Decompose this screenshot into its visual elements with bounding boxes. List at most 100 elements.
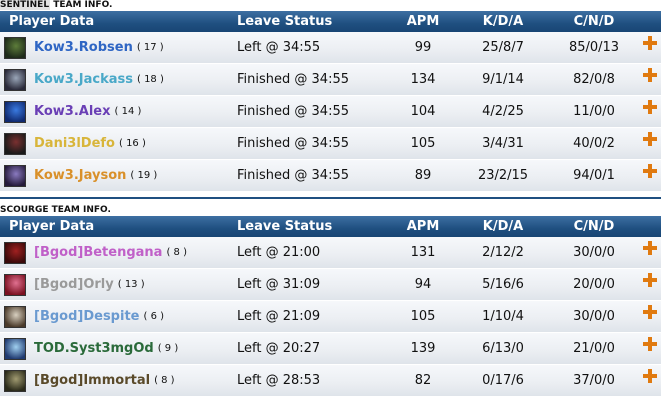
player-name[interactable]: [Bgod]Immortal <box>34 373 151 388</box>
scourge-table-header: Player Data Leave Status APM K/D/A C/N/D <box>0 216 661 237</box>
leave-status: Left @ 21:00 <box>237 245 321 260</box>
apm-value: 82 <box>414 373 432 388</box>
player-row: [Bgod]Betengana( 8 ) Left @ 21:00 131 2/12/… <box>0 237 661 269</box>
player-level: ( 14 ) <box>114 106 142 117</box>
header-kda: K/D/A <box>482 14 524 29</box>
leave-status: Left @ 34:55 <box>237 40 321 55</box>
kda-value: 4/2/25 <box>482 104 524 119</box>
player-row: Dani3lDefo( 16 ) Finished @ 34:55 105 3/4/3… <box>0 128 661 160</box>
plus-icon[interactable] <box>642 368 657 383</box>
hero-portrait-icon <box>4 273 26 296</box>
player-cell: Kow3.Jayson( 19 ) <box>0 164 231 187</box>
player-cell: TOD.Syst3mgOd( 9 ) <box>0 337 231 360</box>
player-name[interactable]: [Bgod]Despite <box>34 309 140 324</box>
player-name[interactable]: Dani3lDefo <box>34 136 115 151</box>
plus-icon[interactable] <box>642 336 657 351</box>
apm-value: 131 <box>410 245 436 260</box>
leave-status: Finished @ 34:55 <box>237 104 349 119</box>
player-name[interactable]: [Bgod]Betengana <box>34 245 163 260</box>
player-name[interactable]: Kow3.Jackass <box>34 72 133 87</box>
hero-portrait-icon <box>4 337 26 360</box>
plus-icon[interactable] <box>642 131 657 146</box>
player-level: ( 18 ) <box>136 74 164 85</box>
player-cell: [Bgod]Betengana( 8 ) <box>0 241 231 264</box>
hero-portrait-icon <box>4 241 26 264</box>
header-cnd: C/N/D <box>573 219 615 234</box>
player-row: [Bgod]Orly( 13 ) Left @ 31:09 94 5/16/6 20/0… <box>0 269 661 301</box>
player-row: [Bgod]Despite( 6 ) Left @ 21:09 105 1/10/4 3… <box>0 301 661 333</box>
player-row: Kow3.Jayson( 19 ) Finished @ 34:55 89 23/2/… <box>0 160 661 192</box>
player-level: ( 8 ) <box>166 247 187 258</box>
apm-value: 89 <box>414 168 432 183</box>
apm-value: 105 <box>410 136 436 151</box>
player-level: ( 8 ) <box>154 375 175 386</box>
player-name[interactable]: Kow3.Jayson <box>34 168 127 183</box>
cnd-value: 85/0/13 <box>568 40 620 55</box>
kda-value: 2/12/2 <box>482 245 524 260</box>
hero-portrait-icon <box>4 305 26 328</box>
player-name[interactable]: TOD.Syst3mgOd <box>34 341 154 356</box>
player-level: ( 16 ) <box>118 138 146 149</box>
apm-value: 105 <box>410 309 436 324</box>
cnd-value: 11/0/0 <box>573 104 615 119</box>
leave-status: Finished @ 34:55 <box>237 168 349 183</box>
player-name[interactable]: Kow3.Robsen <box>34 40 133 55</box>
kda-value: 23/2/15 <box>477 168 529 183</box>
kda-value: 0/17/6 <box>482 373 524 388</box>
cnd-value: 94/0/1 <box>573 168 615 183</box>
player-cell: Kow3.Robsen( 17 ) <box>0 36 231 59</box>
leave-status: Finished @ 34:55 <box>237 136 349 151</box>
hero-portrait-icon <box>4 36 26 59</box>
header-cnd: C/N/D <box>573 14 615 29</box>
sentinel-title-highlight: SENTINEL <box>0 0 51 10</box>
kda-value: 3/4/31 <box>482 136 524 151</box>
sentinel-title-suffix: TEAM INFO. <box>50 0 113 10</box>
apm-value: 94 <box>414 277 432 292</box>
plus-icon[interactable] <box>642 67 657 82</box>
plus-icon[interactable] <box>642 163 657 178</box>
player-level: ( 6 ) <box>143 311 165 322</box>
cnd-value: 30/0/0 <box>573 309 615 324</box>
plus-icon[interactable] <box>642 35 657 50</box>
player-row: Kow3.Jackass( 18 ) Finished @ 34:55 134 9/1… <box>0 64 661 96</box>
header-player-data: Player Data <box>9 219 95 234</box>
player-level: ( 17 ) <box>136 42 164 53</box>
hero-portrait-icon <box>4 132 26 155</box>
header-kda: K/D/A <box>482 219 524 234</box>
player-row: TOD.Syst3mgOd( 9 ) Left @ 20:27 139 6/13/0 2… <box>0 333 661 365</box>
apm-value: 134 <box>410 72 436 87</box>
hero-portrait-icon <box>4 164 26 187</box>
player-cell: [Bgod]Orly( 13 ) <box>0 273 231 296</box>
hero-portrait-icon <box>4 100 26 123</box>
cnd-value: 20/0/0 <box>573 277 615 292</box>
sentinel-player-list: Kow3.Robsen( 17 ) Left @ 34:55 99 25/8/7 85/… <box>0 32 661 192</box>
sentinel-team-title: SENTINEL TEAM INFO. <box>0 0 661 11</box>
leave-status: Left @ 31:09 <box>237 277 321 292</box>
cnd-value: 30/0/0 <box>573 245 615 260</box>
leave-status: Finished @ 34:55 <box>237 72 349 87</box>
leave-status: Left @ 28:53 <box>237 373 321 388</box>
player-cell: Kow3.Alex( 14 ) <box>0 100 231 123</box>
player-row: Kow3.Robsen( 17 ) Left @ 34:55 99 25/8/7 85/… <box>0 32 661 64</box>
hero-portrait-icon <box>4 369 26 392</box>
header-leave-status: Leave Status <box>237 219 333 234</box>
kda-value: 25/8/7 <box>482 40 524 55</box>
apm-value: 139 <box>410 341 436 356</box>
kda-value: 1/10/4 <box>482 309 524 324</box>
player-row: Kow3.Alex( 14 ) Finished @ 34:55 104 4/2/25… <box>0 96 661 128</box>
player-level: ( 13 ) <box>117 279 145 290</box>
plus-icon[interactable] <box>642 304 657 319</box>
player-name[interactable]: [Bgod]Orly <box>34 277 114 292</box>
header-apm: APM <box>406 219 440 234</box>
cnd-value: 21/0/0 <box>573 341 615 356</box>
plus-icon[interactable] <box>642 272 657 287</box>
section-divider <box>0 192 661 199</box>
scourge-team-title: SCOURGE TEAM INFO. <box>0 205 111 215</box>
plus-icon[interactable] <box>642 99 657 114</box>
player-level: ( 9 ) <box>157 343 179 354</box>
plus-icon[interactable] <box>642 240 657 255</box>
player-name[interactable]: Kow3.Alex <box>34 104 111 119</box>
player-level: ( 19 ) <box>130 170 158 181</box>
leave-status: Left @ 20:27 <box>237 341 321 356</box>
header-player-data: Player Data <box>9 14 95 29</box>
